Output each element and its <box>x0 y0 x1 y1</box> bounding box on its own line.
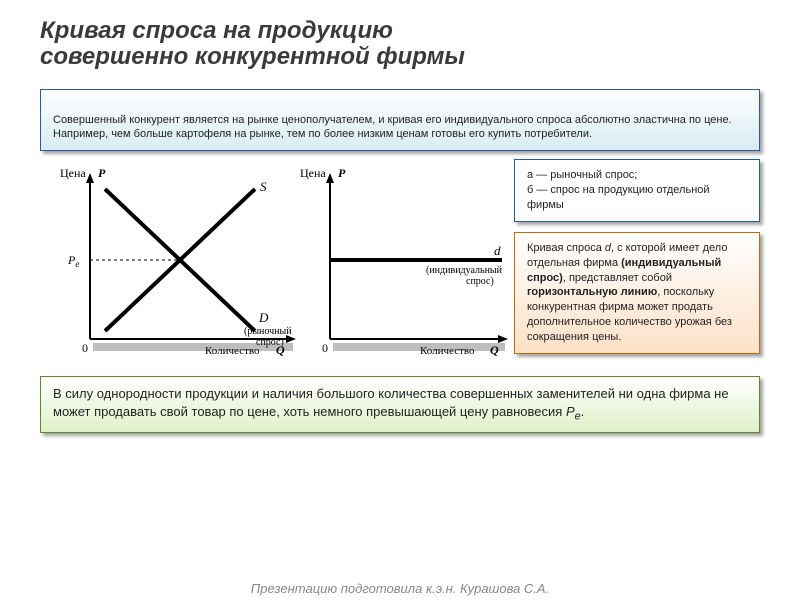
intro-text: Совершенный конкурент является на рынке … <box>53 114 732 141</box>
page-title: Кривая спроса на продукцию совершенно ко… <box>0 0 800 81</box>
svg-text:Цена: Цена <box>60 166 86 180</box>
svg-text:0: 0 <box>322 341 328 355</box>
legend-b: б — спрос на продукцию отдельной фирмы <box>527 183 747 213</box>
svg-text:P: P <box>338 166 346 180</box>
explain-box-orange: Кривая спроса d, с которой имеет дело от… <box>514 232 760 354</box>
svg-text:P: P <box>98 166 106 180</box>
conclusion-box-green: В силу однородности продукции и наличия … <box>40 376 760 433</box>
mid-row: Цена P S D (рыночный спрос) Pe 0 Количес… <box>40 159 760 364</box>
svg-text:(индивидуальный: (индивидуальный <box>426 265 503 276</box>
svg-text:S: S <box>260 179 267 194</box>
svg-text:Q: Q <box>490 343 499 357</box>
svg-text:Количество: Количество <box>205 345 260 357</box>
svg-text:0: 0 <box>82 341 88 355</box>
svg-text:(рыночный: (рыночный <box>244 326 292 337</box>
svg-text:D: D <box>258 310 269 325</box>
intro-box-blue: Совершенный конкурент является на рынке … <box>40 89 760 152</box>
svg-text:Цена: Цена <box>300 166 326 180</box>
demand-charts-svg: Цена P S D (рыночный спрос) Pe 0 Количес… <box>40 159 510 364</box>
legend-a: а — рыночный спрос; <box>527 168 747 183</box>
svg-text:Количество: Количество <box>420 345 475 357</box>
legend-box: а — рыночный спрос; б — спрос на продукц… <box>514 159 760 222</box>
svg-text:Pe: Pe <box>67 253 79 269</box>
svg-text:Q: Q <box>276 343 285 357</box>
svg-text:d: d <box>494 243 501 258</box>
title-line-2: совершенно конкурентной фирмы <box>40 43 465 70</box>
svg-text:спрос): спрос) <box>466 276 494 287</box>
title-line-1: Кривая спроса на продукцию <box>40 17 393 44</box>
right-column: а — рыночный спрос; б — спрос на продукц… <box>514 159 760 364</box>
footer-credit: Презентацию подготовила к.э.н. Курашова … <box>0 581 800 596</box>
chart-container: Цена P S D (рыночный спрос) Pe 0 Количес… <box>40 159 500 364</box>
